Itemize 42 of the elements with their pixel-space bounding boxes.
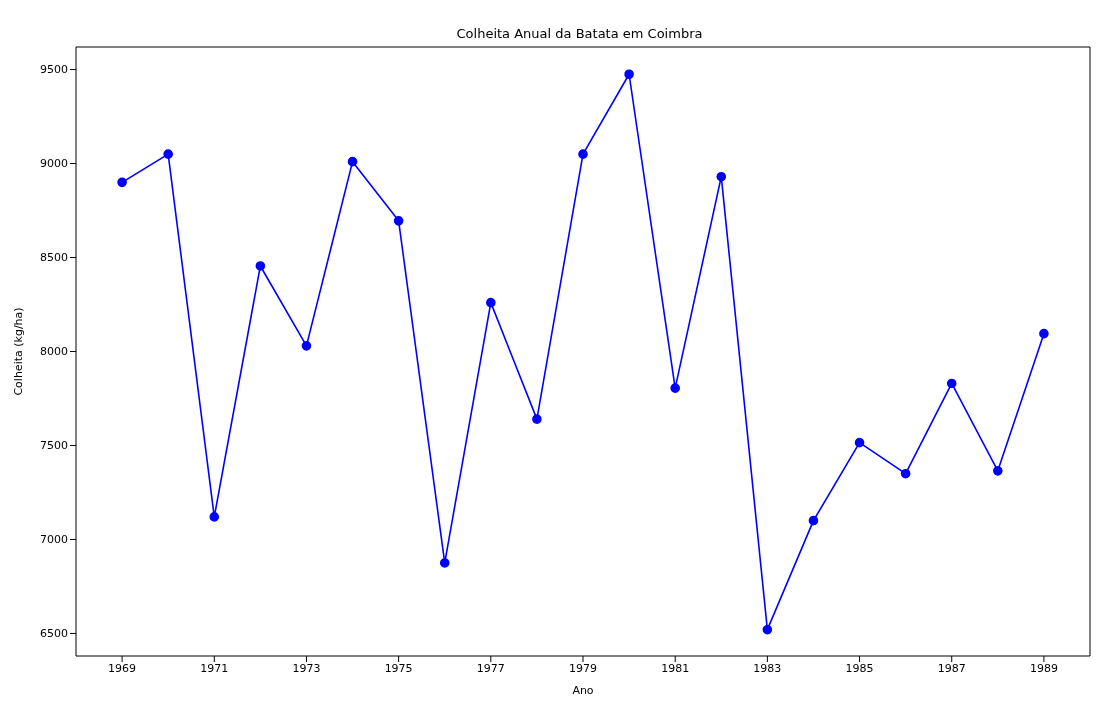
chart-title: Colheita Anual da Batata em Coimbra (455, 25, 704, 43)
point (808, 515, 819, 526)
x-axis-title: Ano (572, 684, 594, 697)
point (716, 171, 727, 182)
point (393, 216, 404, 226)
point (117, 177, 127, 188)
point (946, 378, 957, 389)
point (854, 437, 865, 448)
point (209, 512, 220, 522)
point (993, 466, 1003, 476)
y-tick-label: 7500 (40, 439, 68, 453)
point (670, 383, 680, 393)
point (624, 69, 634, 80)
point (762, 624, 773, 635)
x-tick-label: 1987 (937, 661, 966, 675)
y-tick-label: 6500 (40, 627, 68, 641)
point (347, 156, 358, 167)
y-axis-title: Colheita (kg/ha) (11, 307, 25, 396)
point (900, 468, 911, 479)
point (532, 414, 542, 424)
x-tick-label: 1975 (384, 661, 413, 675)
y-tick-label: 9500 (40, 63, 68, 77)
point (255, 261, 266, 271)
x-tick-label: 1985 (845, 661, 874, 675)
x-tick-label: 1973 (292, 661, 321, 675)
y-tick-label: 8000 (40, 345, 68, 359)
x-tick-label: 1989 (1029, 661, 1058, 675)
point (439, 558, 450, 568)
x-tick-label: 1971 (200, 661, 229, 675)
x-tick-label: 1969 (108, 661, 137, 675)
x-tick-label: 1981 (661, 661, 690, 675)
point (1039, 328, 1049, 339)
point (486, 297, 496, 308)
y-tick-label: 9000 (40, 157, 68, 171)
x-tick-label: 1983 (753, 661, 782, 675)
point (301, 341, 312, 351)
point (578, 149, 588, 159)
x-tick-label: 1977 (476, 661, 505, 675)
point (163, 149, 173, 159)
y-tick-label: 8500 (40, 251, 68, 265)
y-tick-label: 7000 (40, 533, 68, 547)
x-tick-label: 1979 (569, 661, 597, 675)
